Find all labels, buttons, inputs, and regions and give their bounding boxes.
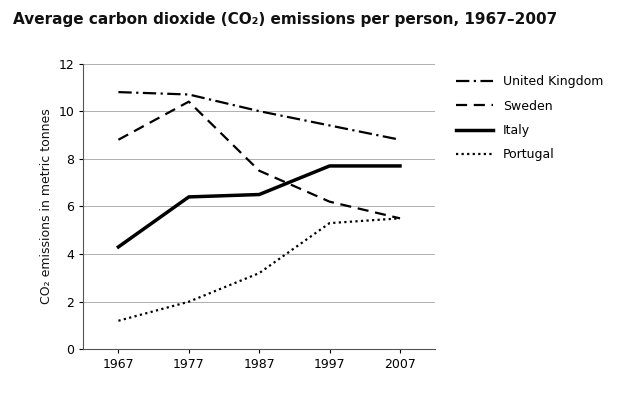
Legend: United Kingdom, Sweden, Italy, Portugal: United Kingdom, Sweden, Italy, Portugal — [456, 75, 604, 161]
Text: Average carbon dioxide (CO₂) emissions per person, 1967–2007: Average carbon dioxide (CO₂) emissions p… — [13, 12, 557, 27]
Y-axis label: CO₂ emissions in metric tonnes: CO₂ emissions in metric tonnes — [40, 108, 52, 304]
